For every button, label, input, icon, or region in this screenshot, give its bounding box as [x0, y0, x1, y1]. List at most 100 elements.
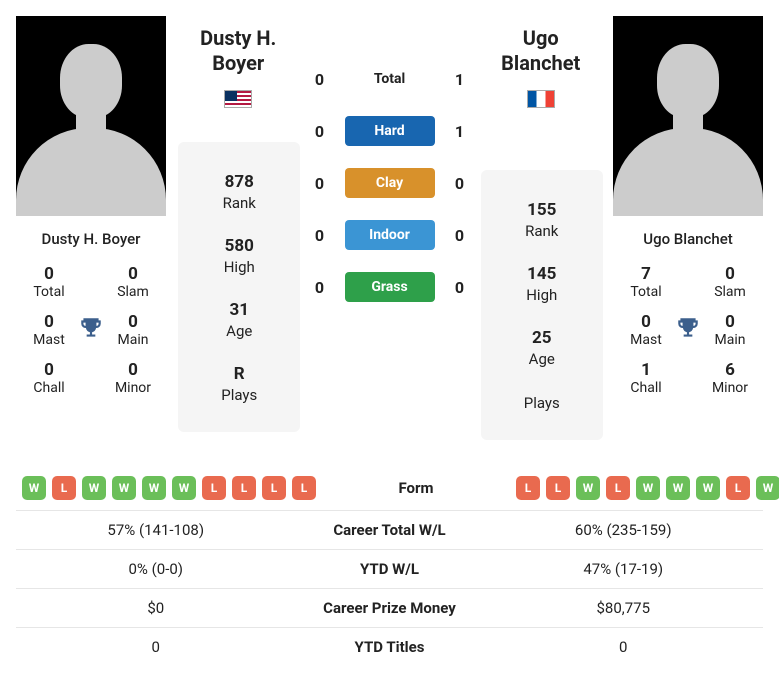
player-left-name: Dusty H. Boyer — [178, 26, 298, 76]
player-left-avatar — [16, 16, 166, 216]
h2h-grass-right: 0 — [451, 278, 469, 297]
row-prize: $0 Career Prize Money $80,775 — [16, 589, 763, 628]
left-age: 31 — [178, 300, 300, 320]
right-age: 25 — [481, 328, 603, 348]
left-career-wl: 57% (141-108) — [22, 521, 290, 539]
h2h-indoor-row: 0 Indoor 0 — [311, 220, 469, 250]
trophy-icon — [673, 315, 703, 345]
h2h-clay-row: 0 Clay 0 — [311, 168, 469, 198]
player-right-block: Ugo Blanchet 7Total 0Slam 0Mast 0Main 1C… — [613, 16, 763, 396]
player-left-stack: Dusty H. Boyer 0Total 0Slam 0Mast 0Main … — [16, 16, 166, 396]
right-mast-titles: 0 — [619, 312, 673, 332]
row-form: WLWWWWLLLL Form LLWLWWWLWL — [16, 466, 763, 511]
right-rank: 155 — [481, 200, 603, 220]
player-right-titles-card: Ugo Blanchet 7Total 0Slam 0Mast 0Main 1C… — [613, 216, 763, 396]
trophy-icon — [76, 315, 106, 345]
left-chall-titles: 0 — [22, 360, 76, 380]
surface-indoor-label: Indoor — [345, 220, 435, 250]
player-right-stack: Ugo Blanchet 7Total 0Slam 0Mast 0Main 1C… — [613, 16, 763, 396]
surface-grass-label: Grass — [345, 272, 435, 302]
h2h-grass-row: 0 Grass 0 — [311, 272, 469, 302]
h2h-indoor-left: 0 — [311, 226, 329, 245]
left-ytd-wl: 0% (0-0) — [22, 560, 290, 578]
left-mast-titles: 0 — [22, 312, 76, 332]
player-right-name: Ugo Blanchet — [481, 26, 601, 76]
right-prize: $80,775 — [490, 599, 758, 617]
flag-fr-icon — [527, 90, 555, 108]
label-ytd-titles: YTD Titles — [290, 638, 490, 656]
row-ytd-titles: 0 YTD Titles 0 — [16, 628, 763, 666]
player-right-rank-block: 155Rank 145High 25Age Plays — [481, 170, 603, 440]
left-plays: R — [178, 364, 300, 384]
h2h-hard-row: 0 Hard 1 — [311, 116, 469, 146]
player-right-card-name: Ugo Blanchet — [619, 230, 757, 264]
left-minor-titles: 0 — [106, 360, 160, 380]
label-ytd-wl: YTD W/L — [290, 560, 490, 578]
h2h-grass-left: 0 — [311, 278, 329, 297]
label-prize: Career Prize Money — [290, 599, 490, 617]
form-win-badge: W — [666, 476, 690, 500]
player-left-titles-card: Dusty H. Boyer 0Total 0Slam 0Mast 0Main … — [16, 216, 166, 396]
right-chall-titles: 1 — [619, 360, 673, 380]
h2h-hard-left: 0 — [311, 122, 329, 141]
h2h-clay-left: 0 — [311, 174, 329, 193]
form-loss-badge: L — [52, 476, 76, 500]
player-left-namecol: Dusty H. Boyer 878Rank 580High 31Age RPl… — [178, 16, 298, 432]
right-main-titles: 0 — [703, 312, 757, 332]
right-career-wl: 60% (235-159) — [490, 521, 758, 539]
form-loss-badge: L — [606, 476, 630, 500]
right-ytd-wl: 47% (17-19) — [490, 560, 758, 578]
player-left-block: Dusty H. Boyer 0Total 0Slam 0Mast 0Main … — [16, 16, 166, 396]
left-main-titles: 0 — [106, 312, 160, 332]
form-loss-badge: L — [546, 476, 570, 500]
right-slam-titles: 0 — [703, 264, 757, 284]
h2h-clay-right: 0 — [451, 174, 469, 193]
h2h-column: 0 Total 1 0 Hard 1 0 Clay 0 0 Indoor 0 0… — [311, 16, 469, 302]
head-to-head-top: Dusty H. Boyer 0Total 0Slam 0Mast 0Main … — [16, 16, 763, 440]
form-win-badge: W — [142, 476, 166, 500]
form-left-strip: WLWWWWLLLL — [22, 476, 316, 500]
left-prize: $0 — [22, 599, 290, 617]
form-loss-badge: L — [292, 476, 316, 500]
player-right-avatar — [613, 16, 763, 216]
form-right-strip: LLWLWWWLWL — [516, 476, 779, 500]
form-loss-badge: L — [516, 476, 540, 500]
player-left-card-name: Dusty H. Boyer — [22, 230, 160, 264]
form-win-badge: W — [172, 476, 196, 500]
label-form: Form — [316, 479, 516, 497]
form-win-badge: W — [82, 476, 106, 500]
left-ytd-titles: 0 — [22, 638, 290, 656]
right-minor-titles: 6 — [703, 360, 757, 380]
player-right-namecol: Ugo Blanchet 155Rank 145High 25Age Plays — [481, 16, 601, 440]
right-high: 145 — [481, 264, 603, 284]
right-ytd-titles: 0 — [490, 638, 758, 656]
form-loss-badge: L — [726, 476, 750, 500]
form-win-badge: W — [576, 476, 600, 500]
row-ytd-wl: 0% (0-0) YTD W/L 47% (17-19) — [16, 550, 763, 589]
label-career-wl: Career Total W/L — [290, 521, 490, 539]
form-win-badge: W — [112, 476, 136, 500]
surface-clay-label: Clay — [345, 168, 435, 198]
surface-total-label: Total — [345, 64, 435, 94]
form-win-badge: W — [636, 476, 660, 500]
form-win-badge: W — [696, 476, 720, 500]
h2h-hard-right: 1 — [451, 122, 469, 141]
h2h-indoor-right: 0 — [451, 226, 469, 245]
left-slam-titles: 0 — [106, 264, 160, 284]
row-career-wl: 57% (141-108) Career Total W/L 60% (235-… — [16, 511, 763, 550]
form-loss-badge: L — [202, 476, 226, 500]
flag-us-icon — [224, 90, 252, 108]
left-rank: 878 — [178, 172, 300, 192]
player-left-rank-block: 878Rank 580High 31Age RPlays — [178, 142, 300, 432]
left-total-titles: 0 — [22, 264, 76, 284]
comparison-table: WLWWWWLLLL Form LLWLWWWLWL 57% (141-108)… — [16, 466, 763, 666]
h2h-total-left: 0 — [311, 70, 329, 89]
form-win-badge: W — [22, 476, 46, 500]
h2h-total-right: 1 — [451, 70, 469, 89]
left-high: 580 — [178, 236, 300, 256]
form-loss-badge: L — [232, 476, 256, 500]
right-total-titles: 7 — [619, 264, 673, 284]
form-loss-badge: L — [262, 476, 286, 500]
form-win-badge: W — [756, 476, 779, 500]
h2h-total-row: 0 Total 1 — [311, 64, 469, 94]
